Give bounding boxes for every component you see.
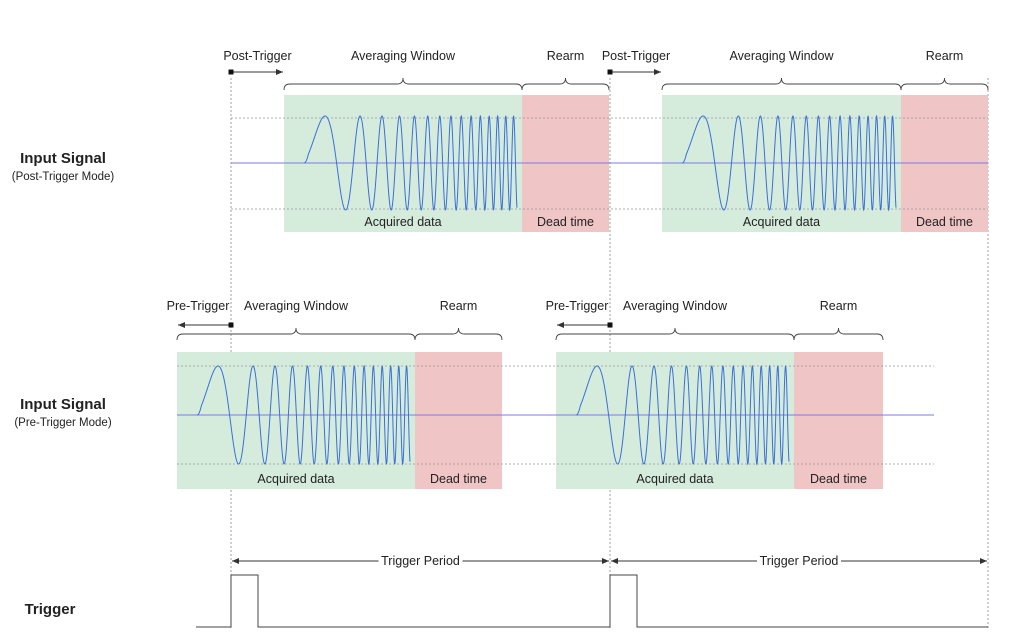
row0-cycle1-acquired-label: Acquired data <box>743 215 820 229</box>
row0-cycle0-window-label: Averaging Window <box>351 49 456 63</box>
row-title-post: Input Signal <box>20 150 106 167</box>
row0-cycle1-dead-label: Dead time <box>916 215 973 229</box>
row1-cycle0-dead-region <box>415 352 502 489</box>
row0-cycle1-signal <box>681 114 897 212</box>
row0-cycle0-dead-label: Dead time <box>537 215 594 229</box>
row-subtitle-post: (Post-Trigger Mode) <box>12 171 115 183</box>
row-subtitle-pre: (Pre-Trigger Mode) <box>14 417 112 429</box>
row1-cycle0-offset-label: Pre-Trigger <box>167 299 230 313</box>
row1-cycle0-rearm-label: Rearm <box>440 299 478 313</box>
trigger-pulse-train <box>196 574 988 628</box>
row1-cycle0-window-brace <box>176 327 416 341</box>
row-title-pre: Input Signal <box>20 396 106 413</box>
row1-cycle0-dead-label: Dead time <box>430 472 487 486</box>
row-title-trigger: Trigger <box>25 601 76 618</box>
row0-cycle0-rearm-label: Rearm <box>547 49 585 63</box>
row1-cycle1-window-brace <box>555 327 795 341</box>
row0-cycle0-offset-label: Post-Trigger <box>223 49 291 63</box>
row0-cycle0-signal <box>303 114 518 212</box>
trigger-row: Trigger Period Trigger Period <box>196 554 988 628</box>
trigger-period-label-1: Trigger Period <box>760 554 839 568</box>
pre-trigger-row: Acquired data Dead time Averaging Window Re… <box>167 299 934 489</box>
row1-cycle1-rearm-label: Rearm <box>820 299 858 313</box>
row0-cycle1-rearm-label: Rearm <box>926 49 964 63</box>
row1-cycle1-window-label: Averaging Window <box>623 299 728 313</box>
row1-cycle1-offset-label: Pre-Trigger <box>546 299 609 313</box>
row0-cycle1-offset-label: Post-Trigger <box>602 49 670 63</box>
trigger-period-label-0: Trigger Period <box>381 554 460 568</box>
row1-cycle0-rearm-brace <box>414 327 503 341</box>
row1-cycle1-dead-region <box>794 352 883 489</box>
row0-cycle1-window-label: Averaging Window <box>730 49 835 63</box>
row0-cycle0-acquired-label: Acquired data <box>364 215 441 229</box>
row1-cycle1-signal <box>575 364 790 466</box>
row0-cycle1-rearm-brace <box>900 77 989 91</box>
row0-cycle0-rearm-brace <box>521 77 610 91</box>
row1-cycle1-acquired-label: Acquired data <box>636 472 713 486</box>
row1-cycle1-rearm-brace <box>793 327 884 341</box>
row0-cycle0-window-brace <box>283 77 523 91</box>
row1-cycle1-dead-label: Dead time <box>810 472 867 486</box>
post-trigger-row: Acquired data Dead time Averaging Window Re… <box>223 49 989 232</box>
row1-cycle0-acquired-label: Acquired data <box>257 472 334 486</box>
row1-cycle0-signal <box>196 364 411 466</box>
row0-cycle1-window-brace <box>661 77 902 91</box>
row1-cycle0-window-label: Averaging Window <box>244 299 349 313</box>
